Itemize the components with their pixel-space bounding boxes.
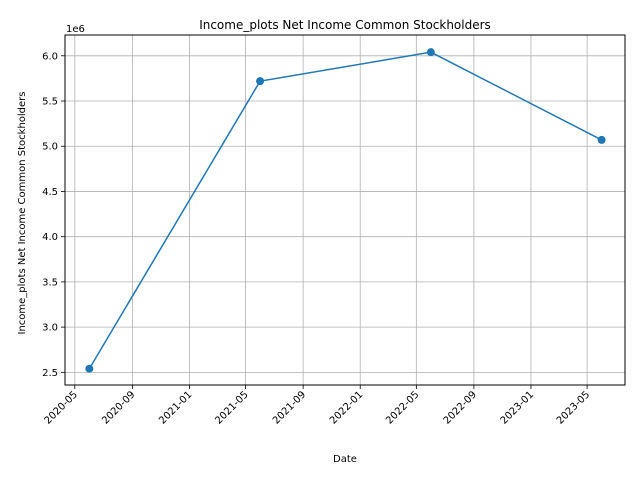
chart-title: Income_plots Net Income Common Stockhold… [199, 18, 491, 32]
grid [65, 35, 625, 385]
data-point [426, 48, 435, 57]
plot-frame [64, 34, 626, 386]
y-axis-title: Income_plots Net Income Common Stockhold… [17, 91, 28, 334]
data-point [256, 77, 265, 86]
y-tick-label: 6.0 [42, 51, 58, 62]
plot-area [65, 35, 625, 385]
y-tick-label: 4.0 [42, 232, 58, 243]
y-tick-label: 2.5 [42, 368, 58, 379]
series-line [88, 51, 602, 370]
data-point [85, 364, 94, 373]
y-axis-ticks: 2.5 3.0 3.5 4.0 4.5 5.0 5.5 6.0 [42, 51, 65, 379]
x-axis-title: Date [333, 454, 357, 465]
y-tick-label: 3.0 [42, 323, 58, 334]
y-tick-label: 5.5 [42, 97, 58, 108]
y-tick-label: 4.5 [42, 187, 58, 198]
data-point [597, 135, 606, 144]
y-tick-label: 5.0 [42, 142, 58, 153]
y-axis-multiplier: 1e6 [66, 24, 85, 35]
y-tick-label: 3.5 [42, 277, 58, 288]
series-net-income [85, 48, 606, 373]
